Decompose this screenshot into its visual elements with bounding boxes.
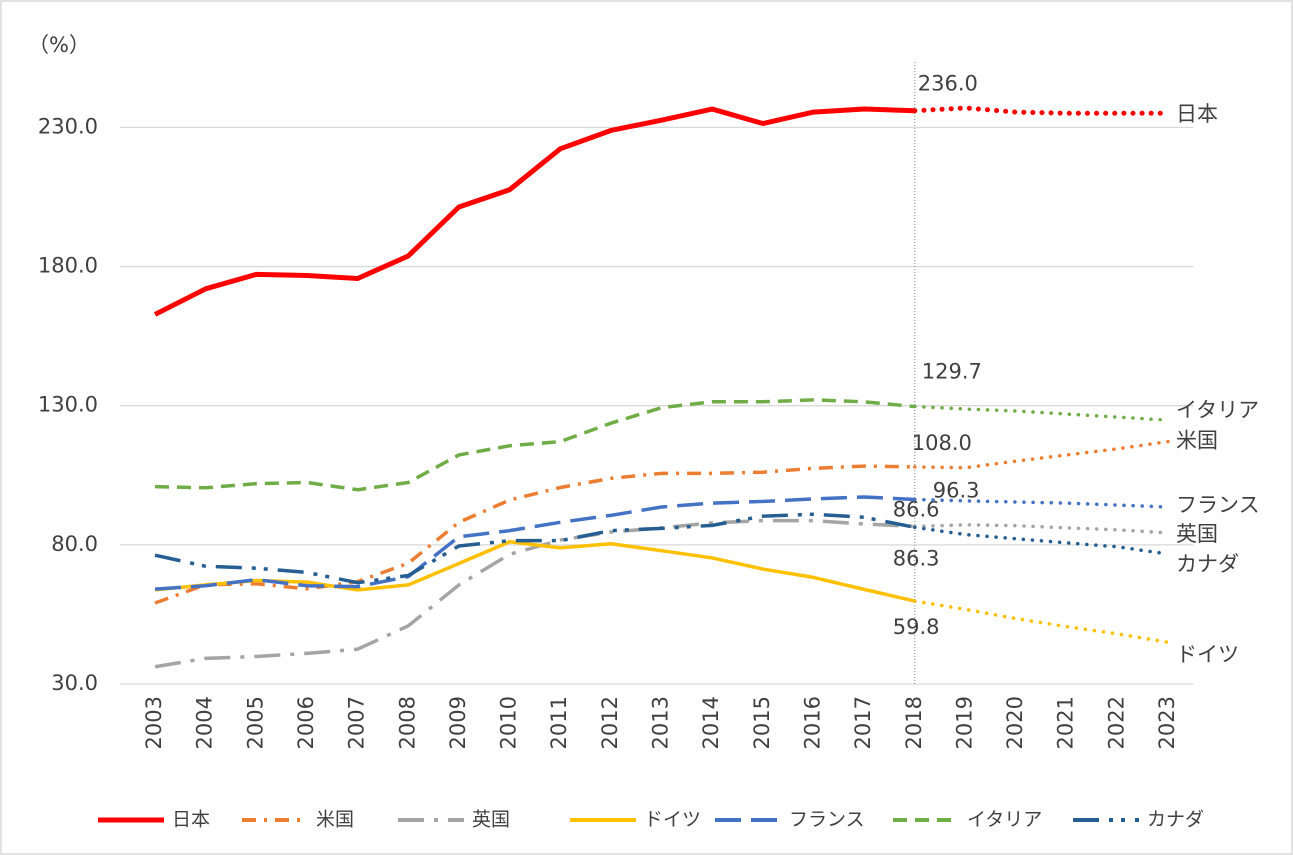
x-tick-label: 2022: [1104, 696, 1128, 749]
x-tick-label: 2004: [193, 696, 217, 749]
x-tick-label: 2020: [1003, 696, 1027, 749]
data-label: 86.6: [893, 497, 940, 521]
x-tick-label: 2009: [446, 696, 470, 749]
legend-label: イタリア: [967, 809, 1042, 831]
x-tick-label: 2019: [952, 696, 976, 749]
legend-label: 米国: [316, 809, 354, 831]
series-end-label: カナダ: [1176, 552, 1239, 576]
x-tick-label: 2013: [649, 696, 673, 749]
series-end-label: フランス: [1176, 493, 1260, 517]
series-line: [154, 464, 915, 605]
legend-label: 英国: [472, 809, 510, 831]
data-label: 108.0: [912, 431, 972, 455]
series-line: [154, 398, 915, 492]
legend-label: 日本: [172, 809, 210, 831]
y-axis-label: （%）: [28, 33, 90, 57]
legend-label: ドイツ: [644, 809, 701, 831]
y-tick-label: 30.0: [51, 671, 98, 695]
series-end-label: 米国: [1176, 429, 1218, 453]
x-tick-label: 2021: [1054, 696, 1078, 749]
y-tick-label: 130.0: [38, 393, 98, 417]
series-line: [154, 495, 915, 591]
forecast-line: [912, 105, 1171, 116]
x-tick-label: 2017: [851, 696, 875, 749]
y-tick-label: 180.0: [38, 254, 98, 278]
x-tick-label: 2006: [294, 696, 318, 749]
x-tick-label: 2016: [800, 696, 824, 749]
forecast-line: [913, 525, 1170, 556]
forecast-line: [913, 497, 1170, 509]
series-end-label: イタリア: [1176, 398, 1259, 422]
x-tick-label: 2023: [1155, 696, 1179, 749]
x-tick-label: 2014: [699, 696, 723, 749]
series-line: [154, 518, 915, 669]
x-tick-label: 2011: [547, 696, 571, 749]
data-label: 96.3: [933, 478, 980, 502]
y-tick-label: 230.0: [38, 114, 98, 138]
x-tick-label: 2015: [750, 696, 774, 749]
series-line: [154, 512, 916, 585]
y-tick-label: 80.0: [51, 532, 98, 556]
series-end-label: ドイツ: [1176, 642, 1239, 666]
forecast-line: [913, 599, 1170, 645]
forecast-line: [913, 439, 1170, 470]
x-tick-label: 2007: [345, 696, 369, 749]
data-label: 129.7: [922, 360, 982, 384]
legend-label: カナダ: [1147, 809, 1204, 831]
series-end-label: 英国: [1176, 522, 1218, 546]
x-tick-label: 2018: [902, 696, 926, 749]
forecast-line: [913, 523, 1170, 535]
x-tick-label: 2005: [243, 696, 267, 749]
series-end-label: 日本: [1176, 102, 1218, 126]
data-label: 236.0: [918, 72, 978, 96]
data-label: 86.3: [893, 546, 940, 570]
x-tick-label: 2008: [395, 696, 419, 749]
series-line: [153, 106, 915, 317]
x-tick-label: 2012: [598, 696, 622, 749]
forecast-line: [913, 404, 1170, 422]
data-label: 59.8: [893, 615, 940, 639]
x-tick-label: 2010: [497, 696, 521, 749]
x-tick-label: 2003: [142, 696, 166, 749]
legend-label: フランス: [789, 809, 865, 831]
